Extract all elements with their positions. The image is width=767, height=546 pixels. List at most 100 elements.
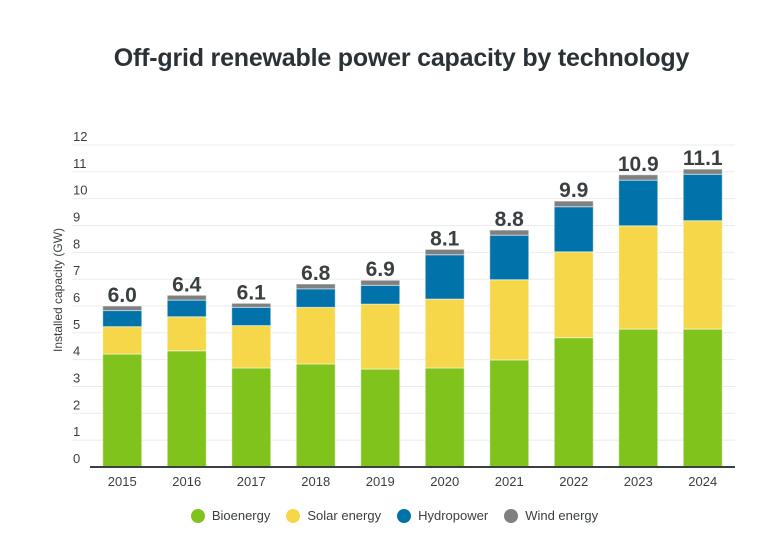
bar-segment-solar-energy[interactable] — [102, 326, 143, 355]
y-tick-label: 8 — [73, 236, 80, 251]
bar-segment-hydropower[interactable] — [166, 299, 207, 318]
y-tick-label: 0 — [73, 451, 80, 466]
bar-segment-bioenergy[interactable] — [166, 350, 207, 468]
bar-segment-wind-energy[interactable] — [618, 174, 659, 181]
x-tick-label: 2020 — [430, 474, 459, 489]
bar-segment-wind-energy[interactable] — [295, 283, 336, 290]
legend-swatch-icon — [504, 508, 519, 523]
legend-label: Solar energy — [307, 508, 382, 523]
bar-segment-hydropower[interactable] — [360, 284, 401, 305]
bar-stack-2024 — [682, 168, 723, 468]
bar-segment-hydropower[interactable] — [102, 310, 143, 328]
bar-segment-wind-energy[interactable] — [553, 200, 594, 208]
y-tick-label: 4 — [73, 344, 80, 359]
bars — [102, 168, 723, 468]
bar-segment-bioenergy[interactable] — [295, 363, 336, 468]
bar-segment-hydropower[interactable] — [489, 234, 530, 281]
bar-segment-solar-energy[interactable] — [360, 303, 401, 370]
bar-segment-hydropower[interactable] — [618, 179, 659, 227]
bar-segment-solar-energy[interactable] — [682, 220, 723, 330]
y-tick-label: 2 — [73, 397, 80, 412]
legend: Bioenergy Solar energy Hydropower Wind e… — [0, 508, 767, 523]
bar-stack-2016 — [166, 294, 207, 468]
bar-segment-hydropower[interactable] — [295, 288, 336, 308]
bar-segment-solar-energy[interactable] — [295, 306, 336, 365]
y-tick-label: 5 — [73, 317, 80, 332]
data-label: 8.8 — [495, 208, 525, 231]
y-tick-label: 12 — [73, 129, 87, 144]
bar-segment-bioenergy[interactable] — [102, 353, 143, 468]
bar-stack-2023 — [618, 174, 659, 468]
bar-stack-2022 — [553, 200, 594, 468]
y-tick-label: 1 — [73, 424, 80, 439]
bar-stack-2015 — [102, 305, 143, 468]
bar-segment-solar-energy[interactable] — [231, 325, 272, 369]
y-tick-label: 6 — [73, 290, 80, 305]
bar-segment-solar-energy[interactable] — [553, 251, 594, 339]
bar-segment-wind-energy[interactable] — [682, 168, 723, 175]
x-tick-label: 2018 — [301, 474, 330, 489]
legend-swatch-icon — [397, 508, 412, 523]
bar-segment-hydropower[interactable] — [682, 173, 723, 222]
data-label: 6.4 — [172, 273, 202, 296]
bar-stack-2018 — [295, 283, 336, 468]
data-label: 9.9 — [559, 179, 588, 202]
legend-item-solar-energy[interactable]: Solar energy — [286, 508, 381, 523]
legend-swatch-icon — [286, 508, 301, 523]
legend-item-bioenergy[interactable]: Bioenergy — [190, 508, 271, 523]
data-label: 6.0 — [108, 284, 137, 307]
data-label: 6.9 — [366, 258, 395, 281]
x-tick-label: 2022 — [559, 474, 588, 489]
bar-segment-solar-energy[interactable] — [166, 316, 207, 352]
x-tick-label: 2016 — [172, 474, 201, 489]
bar-segment-solar-energy[interactable] — [424, 298, 465, 369]
data-label: 11.1 — [683, 147, 723, 170]
x-tick-label: 2017 — [237, 474, 266, 489]
chart-title: Off-grid renewable power capacity by tec… — [113, 44, 690, 72]
legend-item-wind-energy[interactable]: Wind energy — [504, 508, 598, 523]
bar-segment-bioenergy[interactable] — [553, 337, 594, 468]
bar-stack-2017 — [231, 302, 272, 468]
bar-segment-wind-energy[interactable] — [489, 229, 530, 236]
legend-label: Bioenergy — [211, 508, 271, 523]
bar-segment-bioenergy[interactable] — [231, 367, 272, 468]
bar-stack-2021 — [489, 229, 530, 468]
x-tick-labels: 2015 2016 2017 2018 2019 2020 2021 2022 2023 2024 — [108, 474, 717, 489]
bar-segment-solar-energy[interactable] — [618, 225, 659, 330]
bar-stack-2019 — [360, 279, 401, 468]
legend-item-hydropower[interactable]: Hydropower — [397, 508, 488, 523]
y-tick-label: 3 — [73, 371, 80, 386]
bar-segment-bioenergy[interactable] — [682, 328, 723, 468]
legend-swatch-icon — [190, 508, 205, 523]
data-label: 10.9 — [618, 153, 659, 176]
y-tick-label: 9 — [73, 210, 80, 225]
bar-segment-wind-energy[interactable] — [102, 305, 143, 312]
y-axis-title: Installed capacity (GW) — [51, 228, 65, 352]
x-tick-label: 2019 — [366, 474, 395, 489]
bar-segment-solar-energy[interactable] — [489, 279, 530, 361]
x-tick-label: 2023 — [624, 474, 653, 489]
bar-segment-bioenergy[interactable] — [618, 328, 659, 468]
y-tick-label: 10 — [73, 183, 87, 198]
bar-segment-bioenergy[interactable] — [489, 359, 530, 468]
bar-segment-hydropower[interactable] — [231, 306, 272, 327]
data-labels: 6.0 6.4 6.1 6.8 6.9 8.1 8.8 9.9 10.9 11.1 — [108, 147, 723, 307]
x-tick-label: 2015 — [108, 474, 137, 489]
data-label: 6.1 — [237, 281, 267, 304]
x-tick-label: 2021 — [495, 474, 524, 489]
bar-segment-hydropower[interactable] — [424, 254, 465, 300]
bar-segment-wind-energy[interactable] — [231, 302, 272, 308]
legend-label: Wind energy — [525, 508, 599, 523]
bar-segment-bioenergy[interactable] — [360, 368, 401, 468]
data-label: 6.8 — [301, 262, 331, 285]
bar-segment-wind-energy[interactable] — [166, 294, 207, 301]
bar-segment-hydropower[interactable] — [553, 206, 594, 253]
legend-label: Hydropower — [418, 508, 489, 523]
data-label: 8.1 — [430, 227, 460, 250]
bar-segment-wind-energy[interactable] — [360, 279, 401, 286]
bar-segment-bioenergy[interactable] — [424, 367, 465, 468]
bar-stack-2020 — [424, 248, 465, 468]
bar-segment-wind-energy[interactable] — [424, 248, 465, 256]
